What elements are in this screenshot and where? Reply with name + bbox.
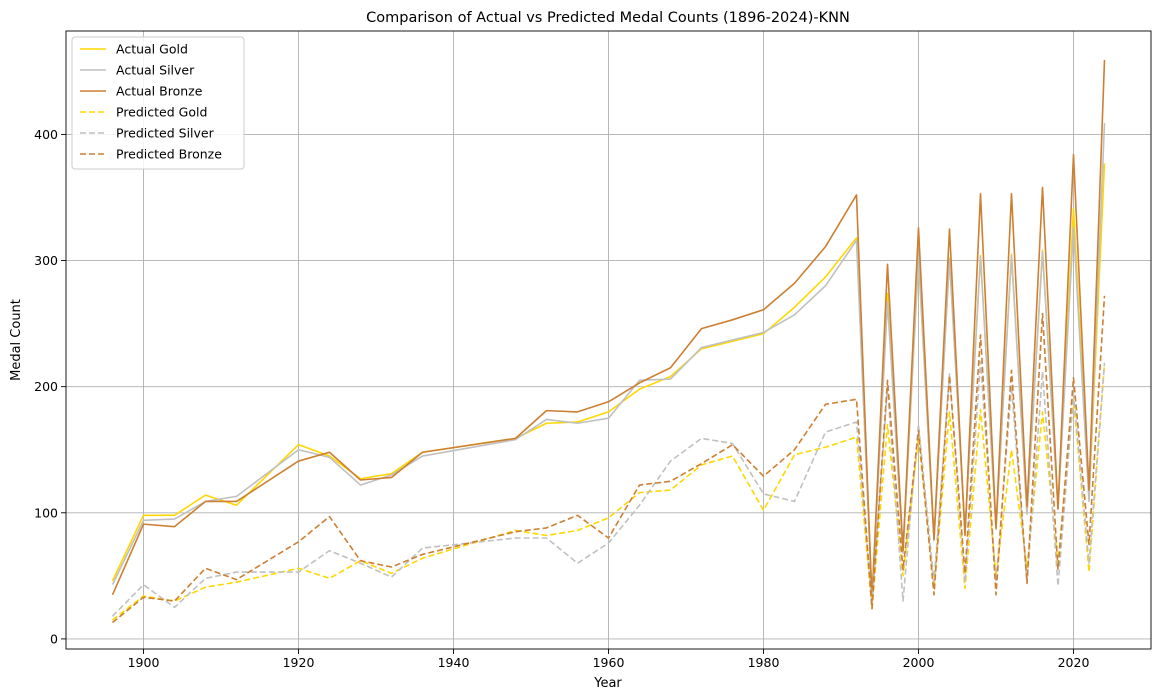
- x-tick-label: 1980: [748, 655, 780, 670]
- legend-box: [71, 36, 245, 170]
- legend-label: Actual Bronze: [116, 84, 203, 99]
- x-tick-label: 1960: [593, 655, 625, 670]
- y-tick-label: 400: [34, 127, 58, 142]
- legend-label: Predicted Gold: [116, 105, 207, 120]
- y-axis-title: Medal Count: [9, 299, 24, 381]
- series-line-actual-bronze: [111, 59, 1106, 602]
- y-tick-label: 300: [34, 253, 58, 268]
- x-tick-label: 2020: [1058, 655, 1090, 670]
- x-tick-label: 2000: [903, 655, 935, 670]
- legend-label: Actual Silver: [116, 63, 195, 78]
- x-tick-label: 1900: [128, 655, 160, 670]
- chart-title: Comparison of Actual vs Predicted Medal …: [366, 10, 850, 26]
- ticks-layer: 1900 1920 1940 1960 1980 2000 2020 0 100 200 300 40…: [34, 127, 1089, 670]
- series-line-predicted-bronze: [111, 295, 1106, 624]
- series-line-predicted-gold: [112, 363, 1106, 621]
- legend-label: Actual Gold: [116, 42, 188, 57]
- y-tick-label: 200: [34, 379, 58, 394]
- x-tick-label: 1920: [283, 655, 315, 670]
- x-tick-label: 1940: [438, 655, 470, 670]
- y-tick-label: 0: [50, 631, 58, 646]
- legend-label: Predicted Silver: [116, 126, 215, 141]
- series-layer: [111, 59, 1106, 624]
- series-line-actual-silver: [111, 123, 1106, 600]
- y-tick-label: 100: [34, 505, 58, 520]
- series-line-predicted-silver: [111, 360, 1106, 617]
- x-axis-title: Year: [593, 676, 622, 691]
- legend-label: Predicted Bronze: [116, 147, 222, 162]
- legend: Actual Gold Actual Silver Actual Bronze Pre…: [71, 36, 245, 170]
